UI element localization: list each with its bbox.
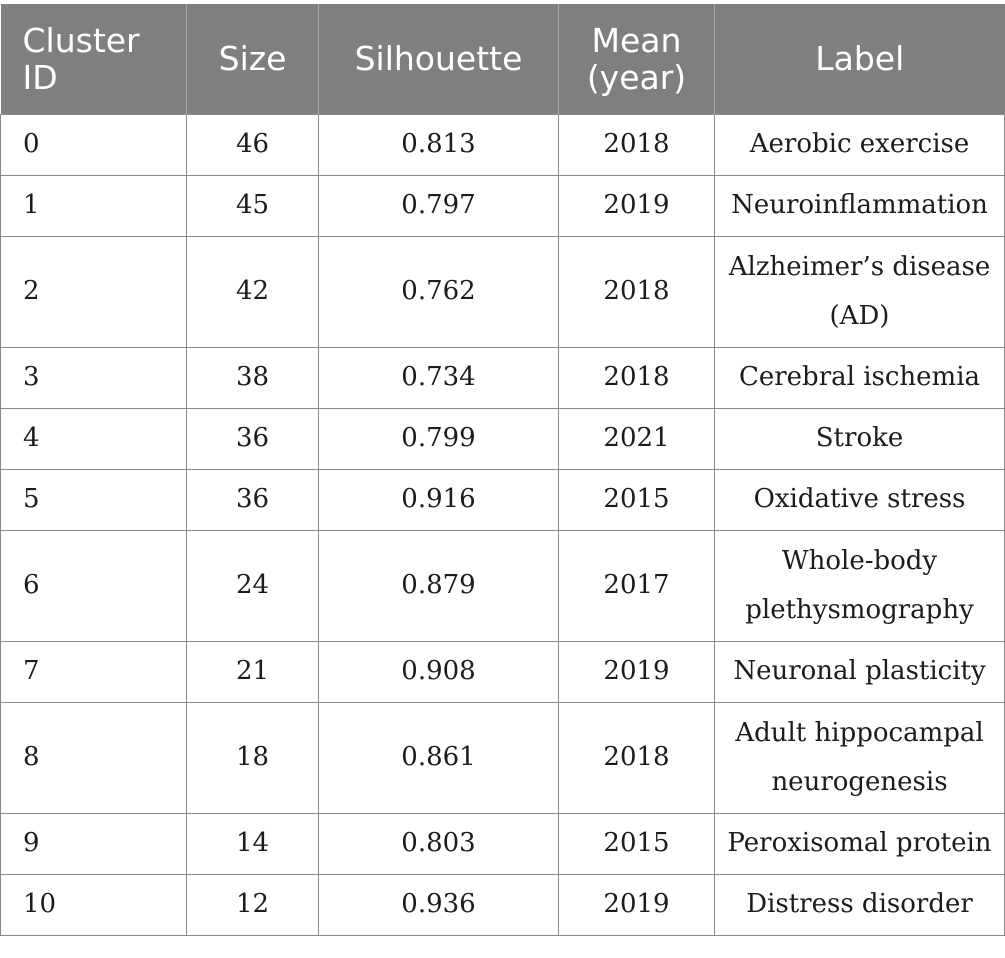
cell-silhouette: 0.861	[318, 701, 559, 814]
cell-silhouette: 0.916	[318, 468, 559, 531]
header-cluster-id: Cluster ID	[0, 4, 187, 114]
cell-label: Whole-body plethysmography	[714, 529, 1005, 642]
cell-size: 38	[186, 346, 319, 409]
cell-label: Alzheimer’s disease (AD)	[714, 235, 1005, 348]
cell-label: Neuroinflammation	[714, 174, 1005, 237]
cell-cluster-id: 10	[0, 873, 187, 936]
cell-mean-year: 2019	[558, 174, 715, 237]
cell-silhouette: 0.813	[318, 113, 559, 176]
cell-mean-year: 2015	[558, 812, 715, 875]
cell-size: 21	[186, 640, 319, 703]
table-row: 5 36 0.916 2015 Oxidative stress	[0, 468, 1005, 531]
cell-label: Oxidative stress	[714, 468, 1005, 531]
cell-size: 18	[186, 701, 319, 814]
cell-label: Aerobic exercise	[714, 113, 1005, 176]
cell-size: 24	[186, 529, 319, 642]
cell-size: 42	[186, 235, 319, 348]
table-row: 4 36 0.799 2021 Stroke	[0, 407, 1005, 470]
table-row: 0 46 0.813 2018 Aerobic exercise	[0, 113, 1005, 176]
header-mean-year: Mean (year)	[558, 4, 715, 114]
table-row: 7 21 0.908 2019 Neuronal plasticity	[0, 640, 1005, 703]
table-row: 3 38 0.734 2018 Cerebral ischemia	[0, 346, 1005, 409]
cell-cluster-id: 9	[0, 812, 187, 875]
cell-cluster-id: 0	[0, 113, 187, 176]
cell-label: Peroxisomal protein	[714, 812, 1005, 875]
cell-cluster-id: 5	[0, 468, 187, 531]
cell-mean-year: 2017	[558, 529, 715, 642]
cell-silhouette: 0.797	[318, 174, 559, 237]
cell-mean-year: 2015	[558, 468, 715, 531]
cluster-table: Cluster ID Size Silhouette Mean (year) L…	[0, 4, 1005, 936]
table-row: 10 12 0.936 2019 Distress disorder	[0, 873, 1005, 936]
header-size: Size	[186, 4, 319, 114]
cell-size: 36	[186, 407, 319, 470]
table-row: 2 42 0.762 2018 Alzheimer’s disease (AD)	[0, 235, 1005, 348]
cell-silhouette: 0.936	[318, 873, 559, 936]
table-row: 6 24 0.879 2017 Whole-body plethysmograp…	[0, 529, 1005, 642]
cell-mean-year: 2021	[558, 407, 715, 470]
cell-cluster-id: 8	[0, 701, 187, 814]
cell-mean-year: 2018	[558, 113, 715, 176]
cell-cluster-id: 4	[0, 407, 187, 470]
cell-mean-year: 2018	[558, 701, 715, 814]
cell-mean-year: 2018	[558, 235, 715, 348]
cell-label: Cerebral ischemia	[714, 346, 1005, 409]
table-row: 9 14 0.803 2015 Peroxisomal protein	[0, 812, 1005, 875]
cell-silhouette: 0.734	[318, 346, 559, 409]
header-label: Label	[714, 4, 1005, 114]
cell-mean-year: 2018	[558, 346, 715, 409]
cell-label: Stroke	[714, 407, 1005, 470]
table-row: 1 45 0.797 2019 Neuroinflammation	[0, 174, 1005, 237]
cell-cluster-id: 3	[0, 346, 187, 409]
cell-cluster-id: 1	[0, 174, 187, 237]
cell-cluster-id: 6	[0, 529, 187, 642]
cell-mean-year: 2019	[558, 640, 715, 703]
cell-mean-year: 2019	[558, 873, 715, 936]
header-row: Cluster ID Size Silhouette Mean (year) L…	[0, 4, 1005, 114]
cell-silhouette: 0.879	[318, 529, 559, 642]
cell-cluster-id: 7	[0, 640, 187, 703]
cell-size: 36	[186, 468, 319, 531]
header-silhouette: Silhouette	[318, 4, 559, 114]
cell-label: Neuronal plasticity	[714, 640, 1005, 703]
cell-label: Adult hippocampal neurogenesis	[714, 701, 1005, 814]
cell-cluster-id: 2	[0, 235, 187, 348]
cell-size: 46	[186, 113, 319, 176]
cell-label: Distress disorder	[714, 873, 1005, 936]
cell-size: 12	[186, 873, 319, 936]
cell-silhouette: 0.908	[318, 640, 559, 703]
table-row: 8 18 0.861 2018 Adult hippocampal neurog…	[0, 701, 1005, 814]
cell-silhouette: 0.799	[318, 407, 559, 470]
cell-size: 45	[186, 174, 319, 237]
cell-size: 14	[186, 812, 319, 875]
cell-silhouette: 0.803	[318, 812, 559, 875]
cell-silhouette: 0.762	[318, 235, 559, 348]
